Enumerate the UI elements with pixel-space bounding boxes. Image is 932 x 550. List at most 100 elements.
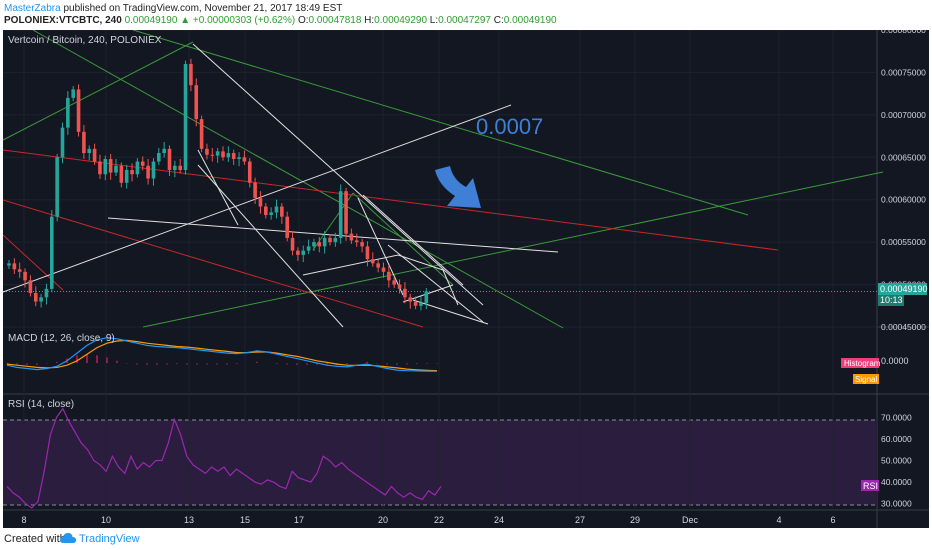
candle-body [44, 288, 49, 298]
candle-body [280, 206, 284, 217]
time-tick-label: 10 [101, 515, 111, 525]
tradingview-brand-link[interactable]: TradingView [79, 533, 140, 545]
price-tick-label: 0.00045000 [881, 322, 926, 332]
candle-body [226, 153, 231, 158]
macd-line [6, 337, 438, 372]
candle-body [237, 157, 241, 159]
rsi-title: RSI (14, close) [8, 399, 74, 410]
candle-body [92, 148, 97, 162]
candle-body [23, 271, 27, 281]
trend-line [357, 197, 404, 296]
rsi-line [6, 407, 442, 509]
candle-body [199, 119, 204, 149]
high-value: 0.00049290 [374, 15, 428, 26]
candle-body [103, 158, 108, 175]
price-tick-label: 0.00055000 [881, 237, 926, 247]
candle-body [210, 154, 215, 156]
candle-body [50, 216, 54, 289]
author-link[interactable]: MasterZabra [4, 3, 61, 14]
candle-body [60, 127, 65, 158]
rsi-tick-label: 40.0000 [881, 477, 912, 487]
candle-body [194, 85, 199, 120]
candle-body [242, 157, 247, 162]
candle-body [338, 191, 343, 238]
publish-header: MasterZabra published on TradingView.com… [0, 0, 932, 30]
countdown-tag-text: 10:13 [880, 295, 903, 305]
time-tick-label: 15 [240, 515, 250, 525]
candle-body [140, 161, 145, 166]
candle-body [371, 259, 375, 264]
created-with-label: Created with [4, 533, 66, 545]
trend-line [2, 104, 512, 293]
candle-body [274, 206, 279, 213]
candle-body [354, 240, 359, 243]
trend-line [302, 254, 399, 276]
trend-line [197, 149, 239, 226]
candle-body [419, 303, 423, 306]
candle-body [189, 63, 193, 86]
candle-body [17, 269, 22, 272]
candle-body [365, 246, 370, 260]
candle-body [296, 250, 300, 255]
trend-line [2, 41, 194, 141]
candle-body [221, 151, 225, 158]
main-chart-title: Vertcoin / Bitcoin, 240, POLONIEX [8, 35, 162, 46]
low-label: L: [429, 15, 439, 26]
trend-line [362, 194, 464, 286]
candle-body [360, 242, 364, 247]
trend-line [387, 244, 484, 323]
rsi-tick-label: 60.0000 [881, 434, 912, 444]
signal-tag-text: Signal [855, 375, 877, 384]
last-price: 0.00049190 [124, 15, 178, 26]
symbol-label: POLONIEX:VTCBTC, 240 [4, 15, 122, 26]
open-label: O: [297, 15, 309, 26]
candle-body [55, 157, 59, 217]
candle-body [333, 237, 338, 243]
candle-body [39, 297, 43, 302]
time-tick-label: Dec [682, 515, 699, 525]
candle-body [119, 165, 124, 183]
price-tick-label: 0.00065000 [881, 152, 926, 162]
candle-body [178, 165, 182, 171]
candle-body [33, 293, 38, 302]
rsi-tick-label: 70.0000 [881, 412, 912, 422]
candle-body [253, 182, 257, 199]
candle-body [87, 148, 92, 154]
candle-body [28, 280, 33, 294]
annotation-target-text: 0.0007 [476, 114, 543, 139]
macd-signal-line [6, 339, 438, 372]
candle-body [290, 237, 295, 251]
candle-body [269, 212, 273, 215]
candle-body [413, 301, 418, 306]
time-tick-label: 6 [830, 515, 835, 525]
candle-body [7, 263, 11, 266]
chart-area[interactable]: 0.00080000 0.00075000 0.00070000 0.00065000… [2, 25, 929, 528]
close-label: C: [493, 15, 504, 26]
candle-body [317, 242, 322, 247]
chart-svg[interactable]: 0.00080000 0.00075000 0.00070000 0.00065000… [2, 25, 929, 528]
candle-body [322, 237, 327, 247]
macd-title: MACD (12, 26, close, 9) [8, 333, 115, 344]
candle-body [162, 148, 166, 154]
candle-body [231, 153, 236, 159]
tradingview-cloud-icon [60, 533, 76, 543]
histogram-tag [841, 358, 879, 368]
time-tick-label: 8 [21, 515, 26, 525]
footer: Created with TradingView [0, 528, 932, 550]
price-tick-label: 0.00080000 [881, 30, 926, 35]
candle-body [98, 161, 102, 175]
candle-body [114, 165, 118, 173]
low-value: 0.00047297 [438, 15, 491, 26]
trend-line [412, 299, 489, 325]
macd-value-label: 0.0000 [881, 356, 909, 366]
candle-body [349, 233, 354, 241]
candle-body [124, 170, 129, 183]
trend-line [442, 269, 459, 306]
candle-body [397, 284, 402, 289]
candle-body [344, 191, 348, 234]
candle-body [376, 263, 380, 268]
candle-body [424, 291, 429, 304]
rsi-band-fill [3, 420, 877, 505]
histogram-tag-text: Histogram [844, 359, 881, 368]
rsi-value-tag [861, 480, 879, 491]
